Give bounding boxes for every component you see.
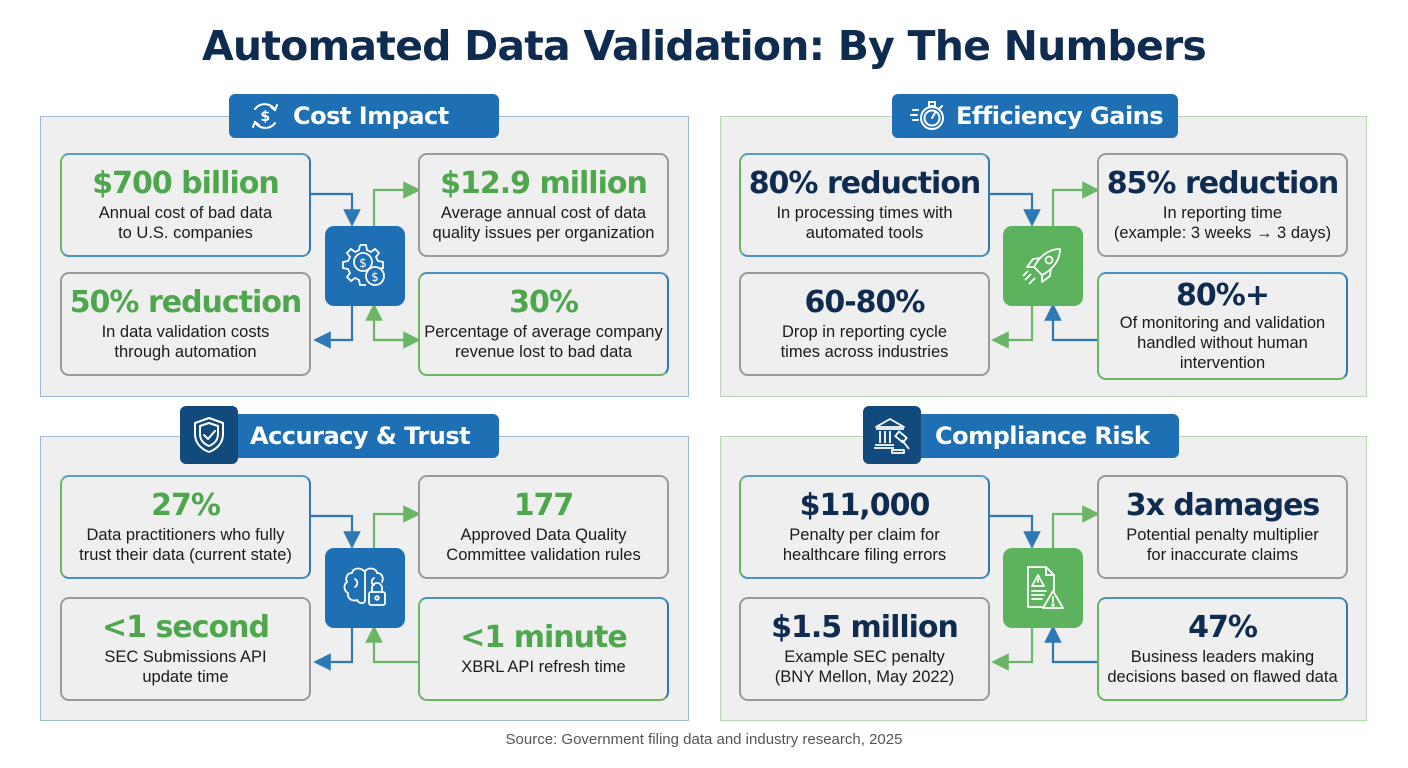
stat-description: Of monitoring and validation handled with… (1119, 313, 1326, 373)
stat-box: 177 Approved Data Quality Committee valid… (418, 475, 669, 579)
stat-description: Percentage of average company revenue los… (424, 322, 663, 361)
stat-value: <1 second (102, 609, 270, 645)
stat-box: $700 billion Annual cost of bad data to U… (60, 153, 311, 257)
stat-box: $12.9 million Average annual cost of dat… (418, 153, 669, 257)
stat-value: 3x damages (1125, 487, 1321, 523)
svg-text:$: $ (260, 109, 269, 125)
stat-description: In processing times with automated tools (776, 203, 953, 242)
stopwatch-icon (906, 94, 950, 138)
dollar-cycle-icon: $ (243, 94, 287, 138)
shield-check-icon (180, 406, 238, 464)
stat-box: 3x damages Potential penalty multiplier f… (1097, 475, 1348, 579)
stat-value: $700 billion (92, 165, 280, 201)
stat-value: 30% (509, 284, 579, 320)
section-title: Compliance Risk (935, 422, 1150, 450)
stat-box: <1 minute XBRL API refresh time (418, 597, 669, 701)
stat-value: 47% (1188, 609, 1258, 645)
stat-value: 60-80% (804, 284, 925, 320)
stat-description: SEC Submissions API update time (104, 647, 267, 686)
header-cost-impact: $ Cost Impact (229, 94, 499, 138)
stat-value: $1.5 million (771, 609, 959, 645)
stat-box: 60-80% Drop in reporting cycle times acro… (739, 272, 990, 376)
gear-dollar-icon: $ $ (342, 244, 385, 286)
stat-box: 50% reduction In data validation costs th… (60, 272, 311, 376)
svg-text:$: $ (371, 270, 379, 284)
header-efficiency-gains: Efficiency Gains (892, 94, 1178, 138)
section-title: Cost Impact (293, 102, 449, 130)
stat-box: 27% Data practitioners who fully trust th… (60, 475, 311, 579)
stat-description: Example SEC penalty (BNY Mellon, May 2022… (774, 647, 955, 686)
stat-value: 80% reduction (748, 165, 982, 201)
rocket-icon (1022, 248, 1061, 285)
document-warning-icon (1027, 566, 1064, 609)
stat-box: <1 second SEC Submissions API update time (60, 597, 311, 701)
stat-description: Average annual cost of data quality issue… (432, 203, 655, 242)
page-title: Automated Data Validation: By The Number… (202, 22, 1207, 70)
header-accuracy-trust: Accuracy & Trust (180, 406, 499, 464)
tile-document-warning (1003, 548, 1083, 628)
stat-box: 85% reduction In reporting time (example:… (1097, 153, 1348, 257)
stat-value: $11,000 (799, 487, 931, 523)
stat-box: 80% reduction In processing times with au… (739, 153, 990, 257)
stat-description: Drop in reporting cycle times across indu… (780, 322, 949, 361)
stat-description: Annual cost of bad data to U.S. companies (98, 203, 273, 242)
tile-gear-dollar: $ $ (325, 226, 405, 306)
stat-value: 177 (513, 487, 575, 523)
stat-value: <1 minute (460, 619, 627, 655)
stat-value: 80%+ (1176, 277, 1270, 313)
stat-description: Business leaders making decisions based o… (1107, 647, 1338, 686)
section-title: Accuracy & Trust (250, 422, 471, 450)
stat-box: $11,000 Penalty per claim for healthcare … (739, 475, 990, 579)
stat-description: Penalty per claim for healthcare filing e… (782, 525, 947, 564)
stat-box: $1.5 million Example SEC penalty (BNY Mel… (739, 597, 990, 701)
stat-description: In data validation costs through automati… (101, 322, 270, 361)
stat-box: 47% Business leaders making decisions bas… (1097, 597, 1348, 701)
stat-description: XBRL API refresh time (461, 657, 626, 676)
stat-value: $12.9 million (440, 165, 648, 201)
stat-value: 50% reduction (69, 284, 303, 320)
stat-box: 30% Percentage of average company revenue… (418, 272, 669, 376)
stat-box: 80%+ Of monitoring and validation handled… (1097, 272, 1348, 380)
header-compliance-risk: Compliance Risk (863, 406, 1179, 464)
stat-value: 27% (151, 487, 221, 523)
tile-rocket (1003, 226, 1083, 306)
svg-text:$: $ (359, 256, 367, 270)
tile-brain-lock (325, 548, 405, 628)
stat-value: 85% reduction (1106, 165, 1340, 201)
stat-description: Approved Data Quality Committee validatio… (446, 525, 641, 564)
stat-description: In reporting time (example: 3 weeks → 3 d… (1113, 203, 1332, 242)
stat-description: Potential penalty multiplier for inaccura… (1126, 525, 1319, 564)
source-caption: Source: Government filing data and indus… (505, 731, 903, 748)
section-title: Efficiency Gains (956, 102, 1164, 130)
courthouse-gavel-icon (863, 406, 921, 464)
brain-lock-icon (343, 567, 386, 606)
stat-description: Data practitioners who fully trust their … (79, 525, 292, 564)
